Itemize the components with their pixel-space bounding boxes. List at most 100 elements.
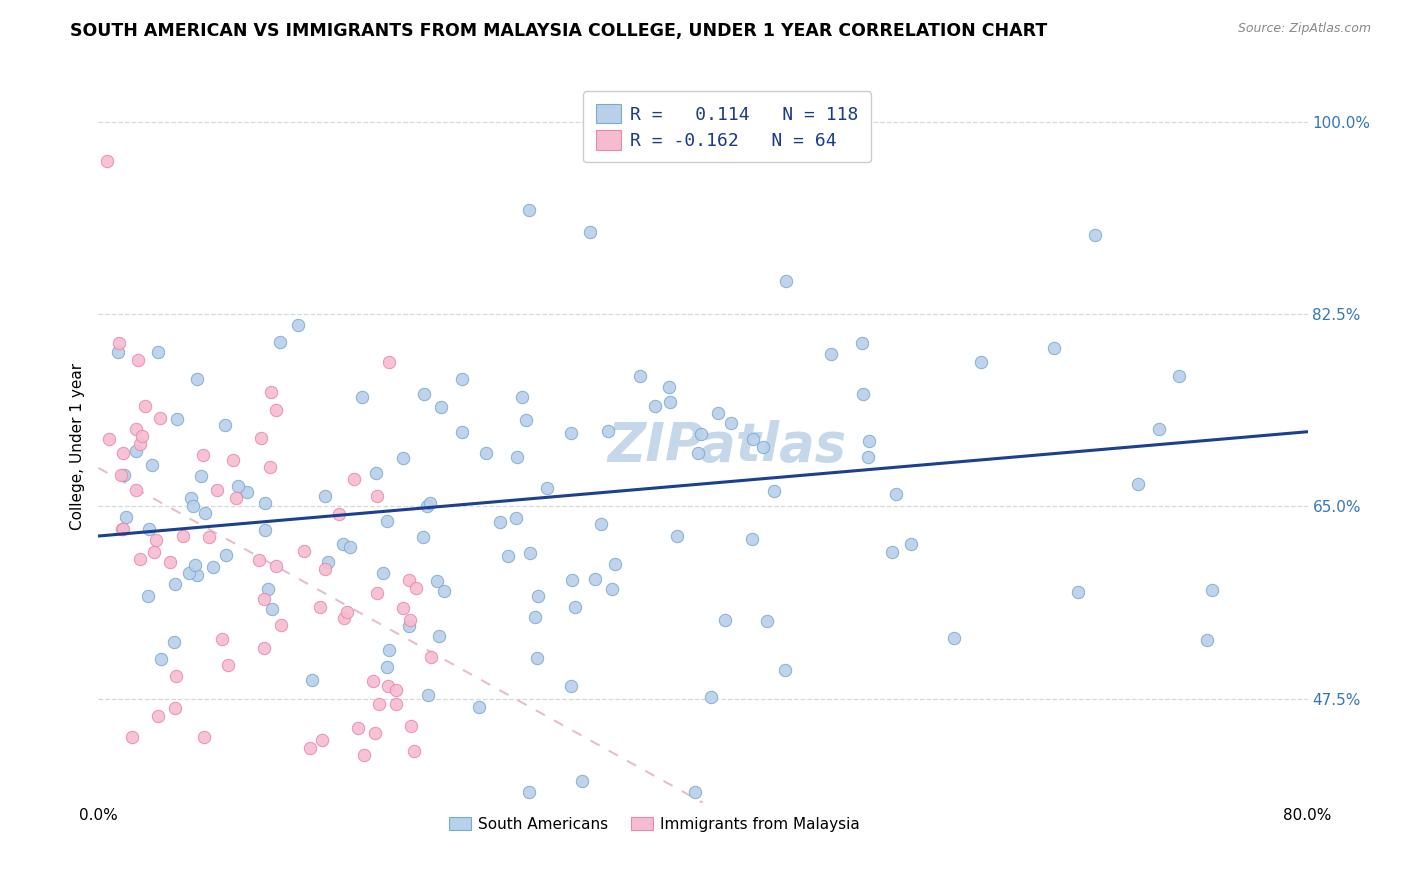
Point	[186, 568, 208, 582]
Point	[398, 619, 420, 633]
Point	[666, 529, 689, 543]
Point	[385, 697, 408, 711]
Point	[165, 576, 187, 591]
Point	[475, 446, 498, 460]
Point	[392, 601, 415, 615]
Point	[166, 412, 188, 426]
Point	[264, 558, 287, 573]
Point	[378, 355, 401, 369]
Point	[900, 537, 922, 551]
Point	[658, 379, 681, 393]
Point	[375, 660, 398, 674]
Point	[644, 399, 666, 413]
Point	[110, 522, 132, 536]
Point	[308, 599, 330, 614]
Point	[775, 663, 797, 677]
Point	[685, 785, 707, 799]
Point	[311, 733, 333, 747]
Point	[377, 679, 399, 693]
Point	[720, 416, 742, 430]
Point	[419, 496, 441, 510]
Point	[429, 400, 451, 414]
Point	[391, 451, 413, 466]
Point	[336, 605, 359, 619]
Point	[186, 372, 208, 386]
Point	[363, 674, 385, 689]
Point	[96, 153, 118, 168]
Point	[141, 458, 163, 472]
Point	[564, 599, 586, 614]
Point	[347, 722, 370, 736]
Point	[149, 410, 172, 425]
Point	[292, 544, 315, 558]
Point	[112, 522, 135, 536]
Point	[366, 490, 388, 504]
Point	[384, 682, 406, 697]
Point	[517, 202, 540, 217]
Point	[755, 614, 778, 628]
Point	[253, 641, 276, 656]
Point	[181, 499, 204, 513]
Point	[259, 460, 281, 475]
Point	[107, 345, 129, 359]
Point	[700, 690, 723, 705]
Y-axis label: College, Under 1 year: College, Under 1 year	[70, 362, 86, 530]
Point	[589, 516, 612, 531]
Point	[515, 413, 537, 427]
Point	[524, 610, 547, 624]
Point	[121, 730, 143, 744]
Point	[314, 562, 336, 576]
Point	[148, 709, 170, 723]
Point	[215, 548, 238, 562]
Point	[1147, 422, 1170, 436]
Point	[714, 613, 737, 627]
Point	[489, 515, 512, 529]
Point	[412, 529, 434, 543]
Point	[433, 583, 456, 598]
Point	[124, 444, 146, 458]
Point	[124, 422, 146, 436]
Point	[107, 335, 129, 350]
Point	[1067, 584, 1090, 599]
Point	[332, 610, 354, 624]
Point	[600, 582, 623, 596]
Point	[628, 369, 651, 384]
Point	[143, 545, 166, 559]
Point	[367, 697, 389, 711]
Point	[1195, 632, 1218, 647]
Point	[193, 730, 215, 744]
Point	[260, 602, 283, 616]
Point	[1128, 477, 1150, 491]
Point	[1168, 369, 1191, 384]
Point	[560, 426, 582, 441]
Point	[583, 572, 606, 586]
Point	[180, 491, 202, 506]
Point	[752, 441, 775, 455]
Point	[942, 631, 965, 645]
Point	[429, 629, 451, 643]
Legend: South Americans, Immigrants from Malaysia: South Americans, Immigrants from Malaysi…	[443, 811, 866, 838]
Point	[257, 582, 280, 596]
Point	[301, 673, 323, 687]
Point	[763, 484, 786, 499]
Point	[378, 643, 401, 657]
Point	[328, 508, 350, 522]
Point	[858, 434, 880, 448]
Point	[353, 747, 375, 762]
Point	[605, 557, 627, 571]
Point	[184, 558, 207, 573]
Point	[375, 514, 398, 528]
Point	[194, 506, 217, 520]
Point	[211, 632, 233, 647]
Point	[253, 495, 276, 509]
Point	[517, 785, 540, 799]
Point	[129, 551, 152, 566]
Point	[314, 489, 336, 503]
Point	[269, 334, 291, 349]
Point	[97, 432, 120, 446]
Point	[398, 573, 420, 587]
Point	[526, 651, 548, 665]
Point	[571, 773, 593, 788]
Point	[207, 483, 229, 497]
Point	[856, 450, 879, 465]
